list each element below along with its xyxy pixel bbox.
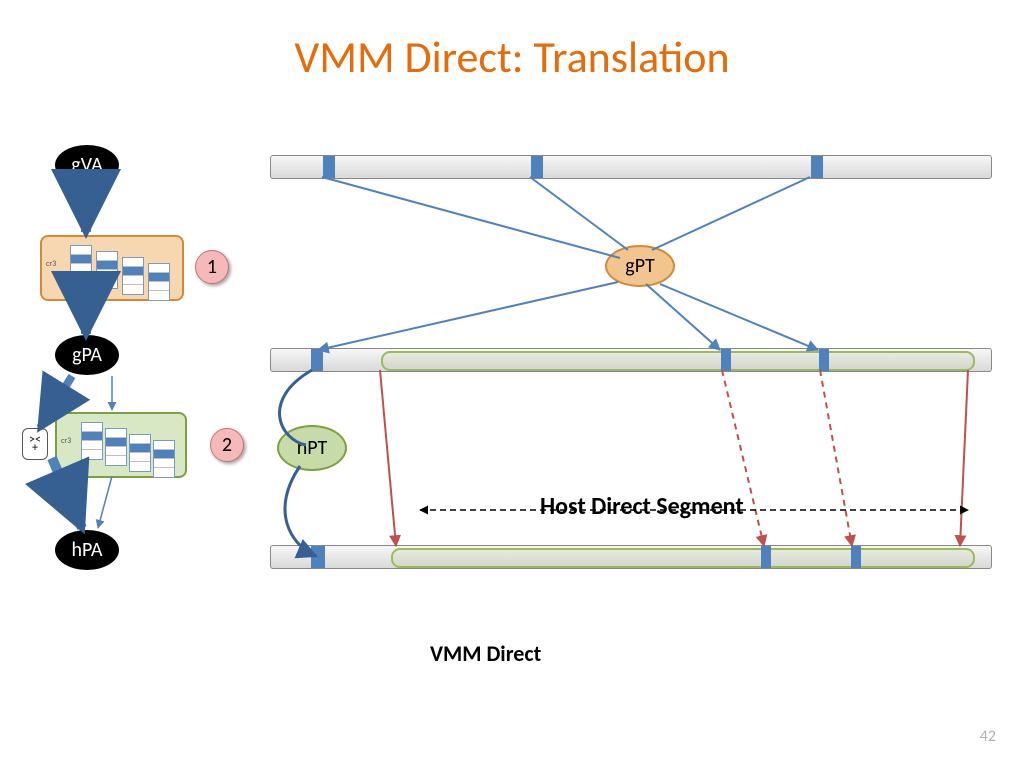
node-gva: gVA: [55, 145, 119, 185]
bar-mid-green: [381, 351, 975, 371]
step-badge-2-label: 2: [222, 433, 232, 457]
page-number: 42: [980, 727, 996, 746]
node-gpa: gPA: [55, 335, 119, 375]
cr3-label-1: cr3: [46, 259, 56, 269]
bar-mid: [270, 348, 992, 372]
step-badge-1: 1: [195, 250, 229, 284]
step-badge-2: 2: [210, 428, 244, 462]
pt-box-orange: cr3: [40, 235, 184, 301]
step-badge-1-label: 1: [207, 255, 217, 279]
host-direct-label: Host Direct Segment: [540, 492, 744, 521]
node-gpa-label: gPA: [72, 343, 102, 367]
node-gva-label: gVA: [71, 153, 102, 177]
node-npt: nPT: [277, 425, 347, 471]
adder-box: ><+: [22, 428, 48, 460]
vmm-direct-label: VMM Direct: [430, 640, 541, 667]
node-npt-label: nPT: [297, 436, 328, 460]
bar-bot-green: [391, 548, 975, 568]
node-hpa: hPA: [55, 530, 119, 570]
cr3-label-2: cr3: [61, 436, 71, 446]
pt-box-green: cr3: [55, 412, 187, 478]
bar-top: [270, 155, 992, 179]
node-gpt-label: gPT: [625, 254, 654, 278]
bar-bot: [270, 545, 992, 569]
node-hpa-label: hPA: [72, 538, 103, 562]
node-gpt: gPT: [605, 245, 675, 287]
slide-title: VMM Direct: Translation: [0, 30, 1024, 84]
